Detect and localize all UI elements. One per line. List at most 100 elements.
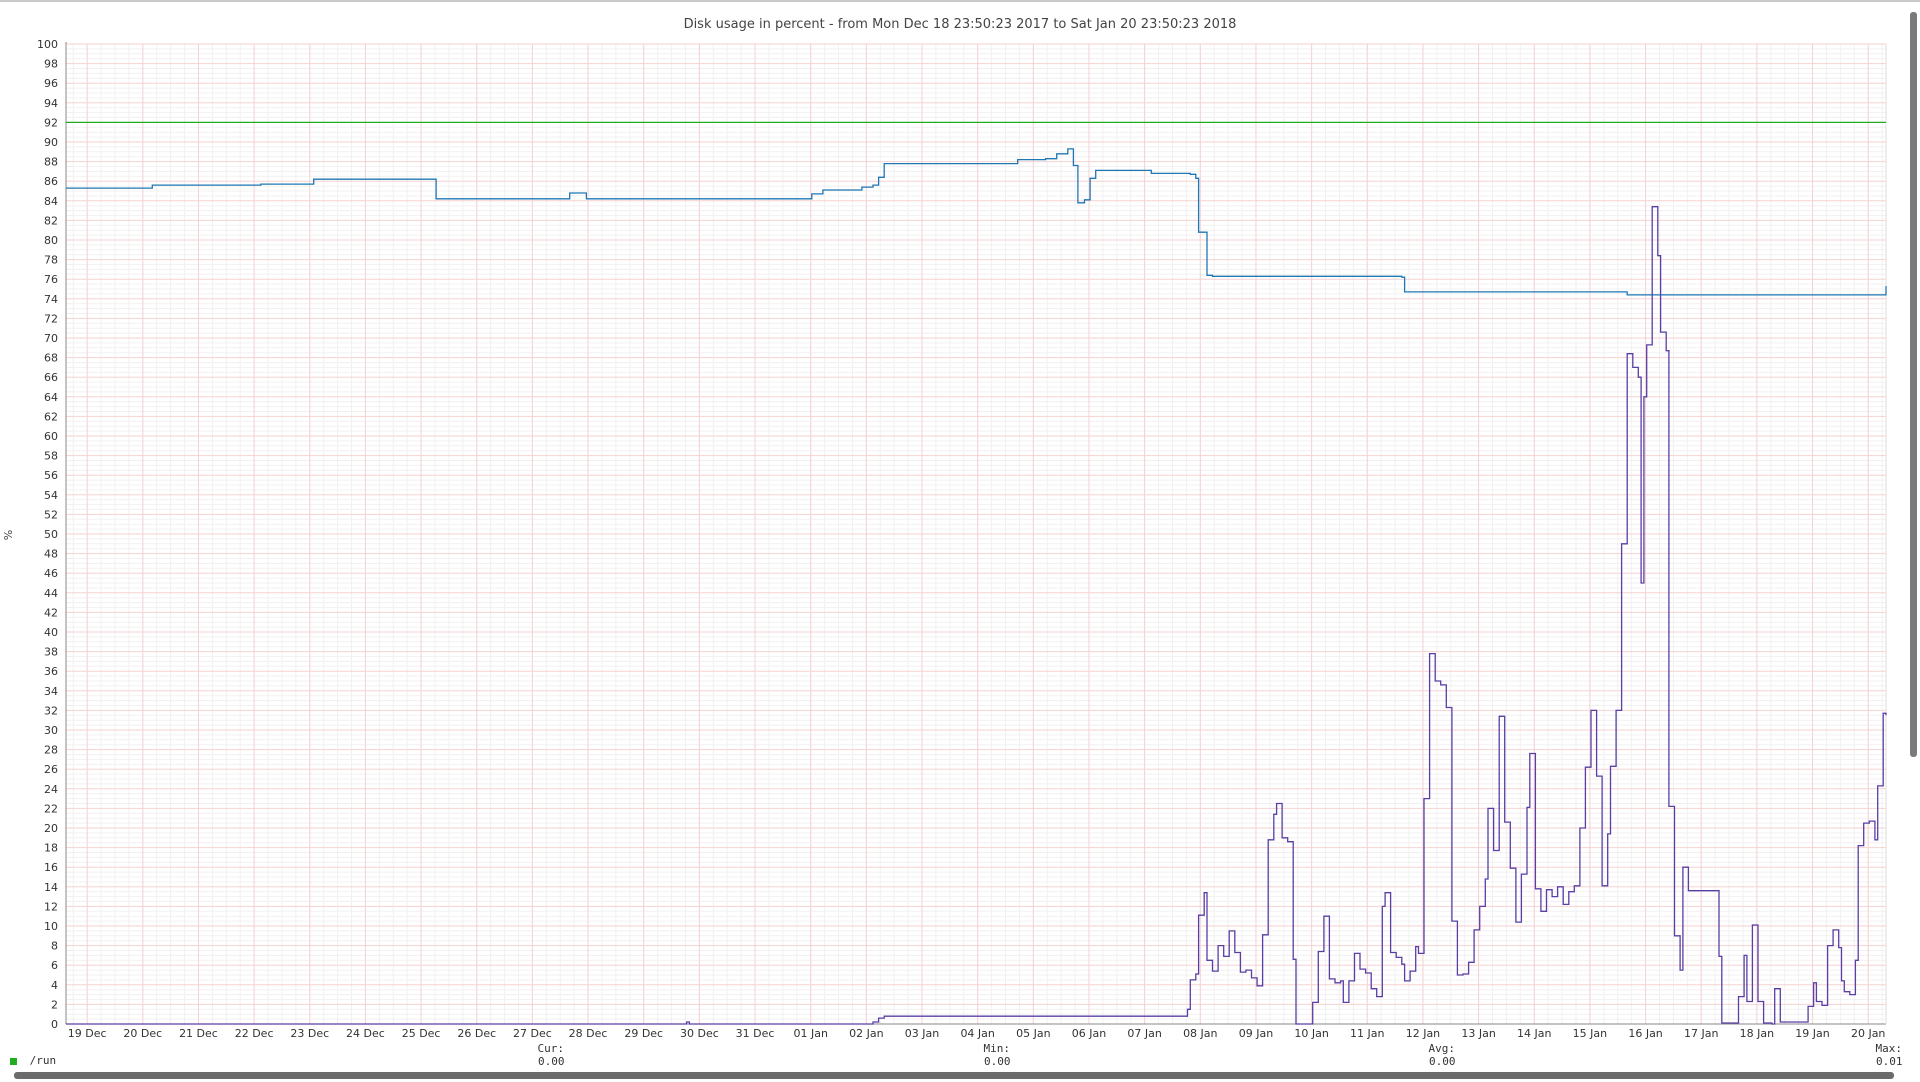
y-tick-label: 40 xyxy=(44,626,58,639)
y-tick-label: 0 xyxy=(51,1018,58,1031)
y-tick-label: 10 xyxy=(44,920,58,933)
y-tick-label: 6 xyxy=(51,959,58,972)
legend-series-name: /run xyxy=(29,1054,57,1067)
y-tick-label: 64 xyxy=(44,391,58,404)
x-tick-label: 11 Jan xyxy=(1350,1027,1384,1040)
y-tick-labels: 0246810121416182022242628303234363840424… xyxy=(37,38,58,1031)
legend-min-value: 0.00 xyxy=(984,1055,1011,1068)
y-tick-label: 68 xyxy=(44,352,58,365)
x-tick-label: 13 Jan xyxy=(1461,1027,1495,1040)
y-tick-label: 58 xyxy=(44,450,58,463)
y-tick-label: 56 xyxy=(44,469,58,482)
y-tick-label: 88 xyxy=(44,156,58,169)
y-tick-label: 72 xyxy=(44,312,58,325)
y-tick-label: 66 xyxy=(44,371,58,384)
y-tick-label: 26 xyxy=(44,763,58,776)
y-tick-label: 16 xyxy=(44,861,58,874)
x-tick-label: 30 Dec xyxy=(680,1027,719,1040)
legend-min-label: Min: xyxy=(983,1042,1011,1055)
legend-cur-value: 0.00 xyxy=(538,1055,565,1068)
y-tick-label: 46 xyxy=(44,567,58,580)
y-tick-label: 12 xyxy=(44,900,58,913)
y-tick-label: 82 xyxy=(44,214,58,227)
y-tick-label: 24 xyxy=(44,783,58,796)
legend-min: Min: 0.00 xyxy=(970,1042,1011,1068)
y-tick-label: 80 xyxy=(44,234,58,247)
legend-avg-label: Avg: xyxy=(1428,1042,1456,1055)
x-tick-label: 25 Dec xyxy=(402,1027,441,1040)
y-tick-label: 52 xyxy=(44,508,58,521)
x-tick-label: 07 Jan xyxy=(1127,1027,1161,1040)
y-tick-label: 90 xyxy=(44,136,58,149)
x-tick-label: 18 Jan xyxy=(1740,1027,1774,1040)
x-tick-label: 02 Jan xyxy=(849,1027,883,1040)
y-tick-label: 74 xyxy=(44,293,58,306)
y-tick-label: 50 xyxy=(44,528,58,541)
y-tick-label: 78 xyxy=(44,254,58,267)
series-line-1 xyxy=(66,148,1887,296)
x-tick-label: 15 Jan xyxy=(1573,1027,1607,1040)
x-tick-label: 17 Jan xyxy=(1684,1027,1718,1040)
y-tick-label: 96 xyxy=(44,77,58,90)
series-group xyxy=(66,148,1887,1025)
x-tick-label: 29 Dec xyxy=(624,1027,663,1040)
x-tick-label: 01 Jan xyxy=(793,1027,827,1040)
x-tick-label: 23 Dec xyxy=(290,1027,329,1040)
x-tick-label: 05 Jan xyxy=(1016,1027,1050,1040)
y-axis-label: % xyxy=(2,530,15,540)
legend-row: /run xyxy=(10,1054,56,1067)
legend-cur-label: Cur: xyxy=(537,1042,565,1055)
chart-title: Disk usage in percent - from Mon Dec 18 … xyxy=(684,17,1237,32)
y-tick-label: 14 xyxy=(44,881,58,894)
x-tick-label: 21 Dec xyxy=(179,1027,218,1040)
x-tick-label: 10 Jan xyxy=(1294,1027,1328,1040)
series-line-2 xyxy=(66,206,1887,1025)
y-tick-label: 84 xyxy=(44,195,58,208)
y-tick-label: 76 xyxy=(44,273,58,286)
y-tick-label: 42 xyxy=(44,606,58,619)
legend-swatch xyxy=(10,1057,17,1065)
y-tick-label: 20 xyxy=(44,822,58,835)
x-tick-label: 20 Jan xyxy=(1851,1027,1885,1040)
y-tick-label: 70 xyxy=(44,332,58,345)
x-tick-label: 16 Jan xyxy=(1628,1027,1662,1040)
legend-avg-value: 0.00 xyxy=(1429,1055,1456,1068)
x-tick-label: 09 Jan xyxy=(1239,1027,1273,1040)
y-tick-label: 60 xyxy=(44,430,58,443)
y-tick-label: 62 xyxy=(44,410,58,423)
y-tick-label: 22 xyxy=(44,802,58,815)
horizontal-scrollbar[interactable] xyxy=(14,1072,1894,1079)
legend-cur: Cur: 0.00 xyxy=(524,1042,565,1068)
y-tick-label: 48 xyxy=(44,548,58,561)
vertical-scrollbar[interactable] xyxy=(1910,12,1917,757)
y-tick-label: 100 xyxy=(37,38,58,51)
x-tick-label: 24 Dec xyxy=(346,1027,385,1040)
x-tick-label: 08 Jan xyxy=(1183,1027,1217,1040)
y-tick-label: 18 xyxy=(44,842,58,855)
x-tick-label: 31 Dec xyxy=(736,1027,775,1040)
y-tick-label: 92 xyxy=(44,116,58,129)
y-tick-label: 32 xyxy=(44,704,58,717)
x-tick-label: 27 Dec xyxy=(513,1027,552,1040)
legend-max-label: Max: xyxy=(1875,1042,1903,1055)
y-tick-label: 8 xyxy=(51,940,58,953)
x-tick-label: 04 Jan xyxy=(960,1027,994,1040)
legend-max: Max: 0.01 xyxy=(1862,1042,1903,1068)
x-tick-label: 19 Jan xyxy=(1795,1027,1829,1040)
x-tick-label: 14 Jan xyxy=(1517,1027,1551,1040)
y-tick-label: 28 xyxy=(44,744,58,757)
y-tick-label: 98 xyxy=(44,58,58,71)
x-tick-label: 22 Dec xyxy=(235,1027,274,1040)
x-tick-label: 19 Dec xyxy=(68,1027,107,1040)
y-tick-label: 36 xyxy=(44,665,58,678)
x-tick-label: 28 Dec xyxy=(569,1027,608,1040)
x-tick-labels: 19 Dec 20 Dec 21 Dec 22 Dec 23 Dec 24 Dec 25 D… xyxy=(68,1027,1886,1040)
y-tick-label: 44 xyxy=(44,587,58,600)
x-tick-label: 03 Jan xyxy=(905,1027,939,1040)
x-tick-label: 06 Jan xyxy=(1072,1027,1106,1040)
x-tick-label: 20 Dec xyxy=(123,1027,162,1040)
y-tick-label: 86 xyxy=(44,175,58,188)
y-tick-label: 2 xyxy=(51,998,58,1011)
